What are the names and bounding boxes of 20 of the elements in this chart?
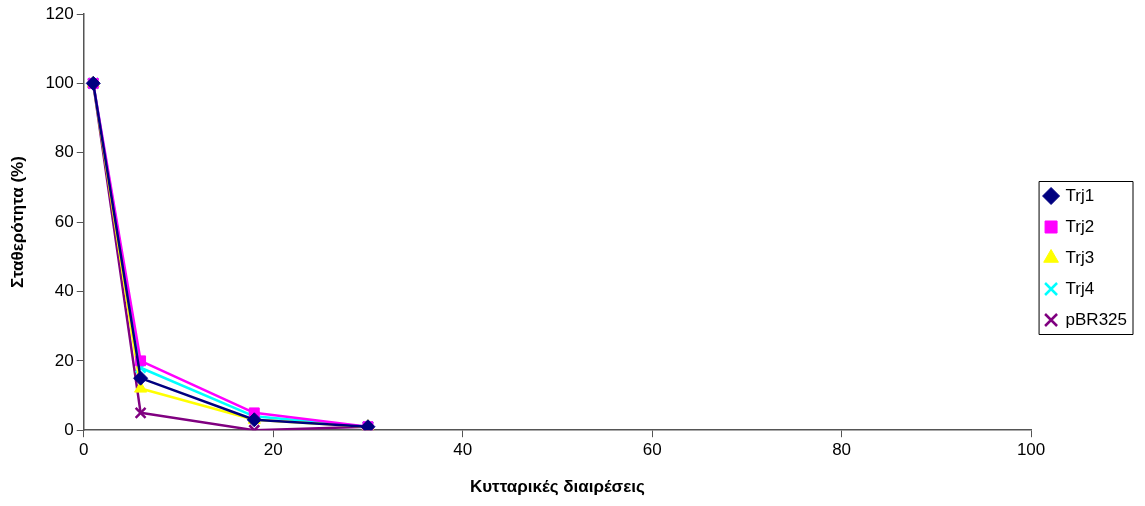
legend-label: Trj4 xyxy=(1065,278,1095,298)
y-tick-label: 100 xyxy=(45,73,74,93)
y-tick-label: 40 xyxy=(54,281,74,301)
x-tick-label: 20 xyxy=(263,440,283,460)
x-tick-label: 80 xyxy=(832,440,852,460)
x-tick-label: 100 xyxy=(1016,440,1046,460)
y-tick-label: 20 xyxy=(54,350,74,370)
y-tick-label: 60 xyxy=(54,211,74,231)
x-axis-title: Κυτταρικές διαιρέσεις xyxy=(469,477,646,497)
y-axis-title: Σταθερότητα (%) xyxy=(7,156,27,289)
x-tick-label: 60 xyxy=(642,440,662,460)
legend-label: Trj2 xyxy=(1065,216,1095,236)
legend-label: Trj3 xyxy=(1065,247,1095,267)
y-tick-label: 0 xyxy=(64,419,74,439)
legend-label: Trj1 xyxy=(1065,185,1095,205)
legend-label: pBR325 xyxy=(1065,309,1127,329)
y-tick-label: 120 xyxy=(45,3,74,23)
y-tick-label: 80 xyxy=(54,142,74,162)
x-tick-label: 40 xyxy=(453,440,473,460)
x-tick-label: 0 xyxy=(79,440,89,460)
